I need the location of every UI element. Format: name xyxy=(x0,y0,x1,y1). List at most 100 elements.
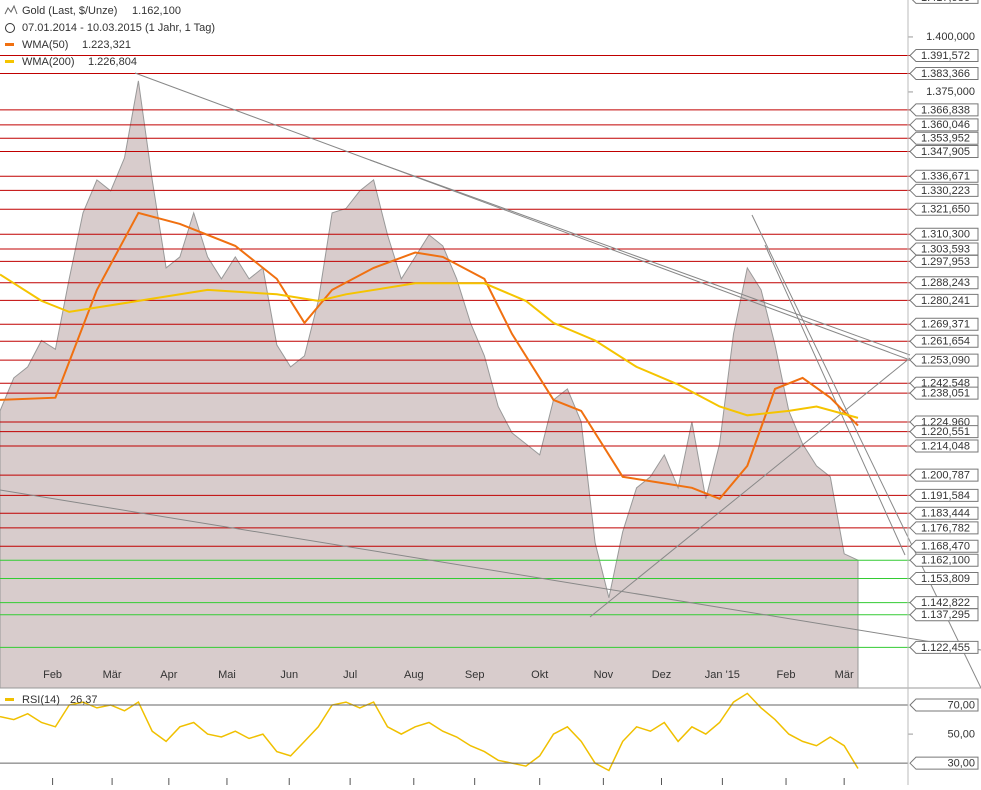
legend-name: WMA(50) xyxy=(22,39,68,51)
legend-swatch xyxy=(5,60,14,63)
legend-value: 1.226,804 xyxy=(88,56,137,68)
rsi-line xyxy=(0,692,859,772)
trend-line xyxy=(764,244,906,556)
level-tag xyxy=(909,608,979,622)
level-label: 1.269,371 xyxy=(921,319,970,331)
x-tick-label: Feb xyxy=(43,669,62,681)
level-tag xyxy=(909,698,979,712)
legend-value: 26,37 xyxy=(70,694,98,706)
level-label: 1.310,300 xyxy=(921,229,970,241)
price-area xyxy=(0,80,859,689)
y-tick-label: 50,00 xyxy=(947,729,975,741)
level-tag xyxy=(909,183,979,197)
x-tick-label: Jan '15 xyxy=(705,669,740,681)
level-label: 1.176,782 xyxy=(921,522,970,534)
level-label: 1.347,905 xyxy=(921,146,970,158)
level-tag xyxy=(909,553,979,567)
clock-icon xyxy=(5,23,15,33)
level-tag xyxy=(909,276,979,290)
trend-line xyxy=(134,72,911,361)
level-label: 1.162,100 xyxy=(921,555,970,567)
level-label: 1.214,048 xyxy=(921,440,970,452)
level-label: 1.142,822 xyxy=(921,597,970,609)
x-tick-label: Feb xyxy=(777,669,796,681)
legend-swatch xyxy=(5,43,14,46)
level-label: 1.321,650 xyxy=(921,204,970,216)
trend-line xyxy=(589,357,911,618)
y-tick-label: 70,00 xyxy=(947,699,975,711)
level-tag xyxy=(909,334,979,348)
trend-line xyxy=(0,489,981,651)
level-label: 1.168,470 xyxy=(921,541,970,553)
legend-title: Gold (Last, $/Unze) xyxy=(22,5,117,17)
ma-layer xyxy=(0,211,859,772)
level-label: 1.261,654 xyxy=(921,336,970,348)
x-tick-label: Apr xyxy=(160,669,177,681)
y-tick-label: 1.400,000 xyxy=(926,31,975,43)
level-tag xyxy=(909,488,979,502)
ma-line xyxy=(0,211,859,500)
legend-name: RSI(14) xyxy=(22,694,60,706)
level-label: 1.417,986 xyxy=(921,0,970,4)
level-label: 1.220,551 xyxy=(921,426,970,438)
level-tag xyxy=(909,521,979,535)
legend-subtitle: 07.01.2014 - 10.03.2015 (1 Jahr, 1 Tag) xyxy=(22,22,215,34)
level-label: 1.303,593 xyxy=(921,243,970,255)
x-tick-label: Mär xyxy=(103,669,122,681)
legend-value: 1.223,321 xyxy=(82,39,131,51)
x-tick-label: Jun xyxy=(280,669,298,681)
level-tag xyxy=(909,596,979,610)
level-tag xyxy=(909,118,979,132)
y-tick-label: 30,00 xyxy=(947,758,975,770)
level-tag xyxy=(909,386,979,400)
level-tag xyxy=(909,67,979,81)
level-tag xyxy=(909,425,979,439)
level-tag xyxy=(909,254,979,268)
level-label: 1.366,838 xyxy=(921,104,970,116)
level-label: 1.336,671 xyxy=(921,171,970,183)
legend-name: WMA(200) xyxy=(22,56,75,68)
x-tick-label: Nov xyxy=(594,669,614,681)
level-label: 1.353,952 xyxy=(921,133,970,145)
level-tag xyxy=(909,468,979,482)
level-label: 1.330,223 xyxy=(921,185,970,197)
trend-line xyxy=(369,159,911,356)
price-layer xyxy=(0,80,859,689)
legend-icon xyxy=(4,4,18,15)
level-tag xyxy=(909,506,979,520)
level-tag xyxy=(911,0,979,4)
level-tag xyxy=(909,169,979,183)
level-tag xyxy=(909,131,979,145)
x-tick-label: Mär xyxy=(835,669,854,681)
level-label: 1.383,366 xyxy=(921,68,970,80)
level-label: 1.153,809 xyxy=(921,573,970,585)
level-tag xyxy=(909,317,979,331)
x-tick-label: Jul xyxy=(343,669,357,681)
level-label: 1.288,243 xyxy=(921,277,970,289)
level-label: 1.391,572 xyxy=(921,50,970,62)
x-tick-label: Sep xyxy=(465,669,485,681)
level-tag xyxy=(909,439,979,453)
level-tag xyxy=(909,242,979,256)
level-label: 1.122,455 xyxy=(921,642,970,654)
level-label: 1.238,051 xyxy=(921,388,970,400)
level-tag xyxy=(909,227,979,241)
legend: Gold (Last, $/Unze) 1.162,100 07.01.2014… xyxy=(4,4,215,706)
level-label: 1.200,787 xyxy=(921,470,970,482)
level-label: 1.137,295 xyxy=(921,609,970,621)
level-tag xyxy=(909,202,979,216)
level-tag xyxy=(909,756,979,770)
level-tag xyxy=(909,48,979,62)
ma-line xyxy=(0,273,859,419)
level-tag xyxy=(909,103,979,117)
legend-swatch xyxy=(5,698,14,701)
x-tick-label: Aug xyxy=(404,669,424,681)
level-label: 1.360,046 xyxy=(921,119,970,131)
level-label: 1.191,584 xyxy=(921,490,970,502)
level-tag xyxy=(909,640,979,654)
x-tick-label: Mai xyxy=(218,669,236,681)
x-tick-label: Okt xyxy=(531,669,548,681)
level-label: 1.280,241 xyxy=(921,295,970,307)
